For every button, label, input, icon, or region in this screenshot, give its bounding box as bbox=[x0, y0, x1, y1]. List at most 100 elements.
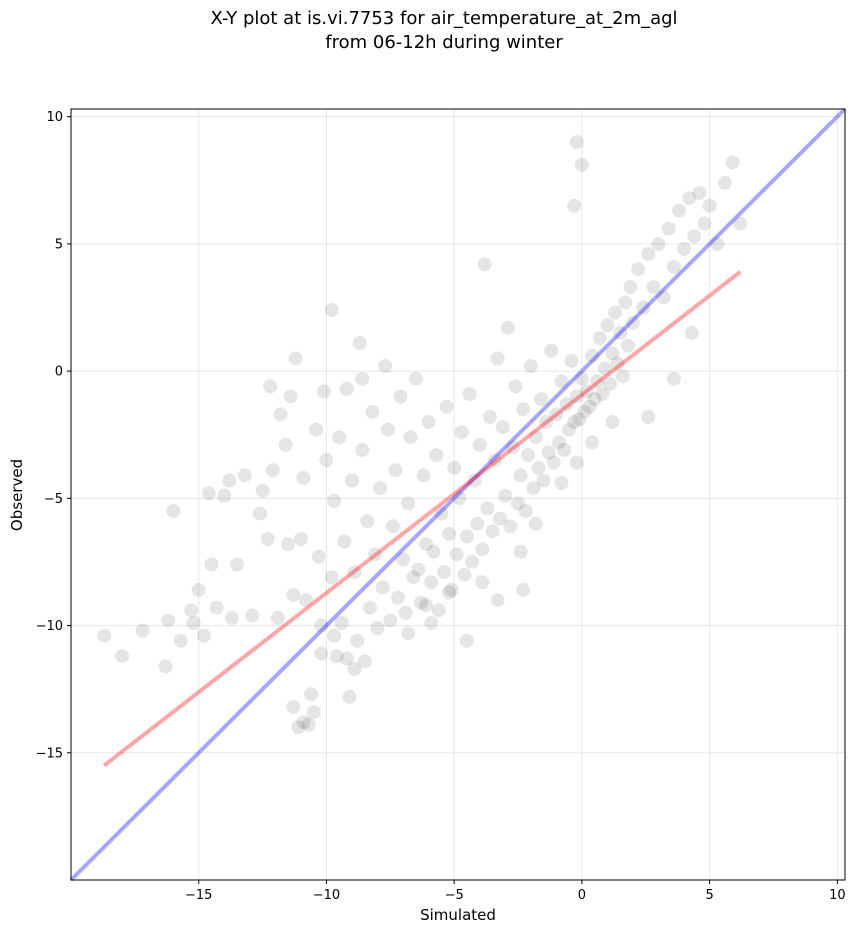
data-point bbox=[666, 371, 681, 386]
data-point bbox=[393, 389, 408, 404]
data-point bbox=[595, 387, 610, 401]
data-point bbox=[357, 654, 372, 669]
data-point bbox=[191, 582, 206, 597]
x-tick-label: 5 bbox=[705, 888, 713, 903]
data-point bbox=[411, 562, 426, 577]
data-point bbox=[406, 570, 421, 585]
data-point bbox=[666, 259, 681, 274]
data-point bbox=[470, 516, 485, 531]
data-point bbox=[559, 397, 574, 412]
data-point bbox=[396, 552, 411, 567]
data-point bbox=[574, 371, 589, 386]
x-tick-label: −5 bbox=[445, 888, 464, 903]
data-point bbox=[362, 600, 377, 615]
data-point bbox=[309, 422, 324, 437]
y-tick-label: −10 bbox=[36, 619, 63, 634]
y-axis-label: Observed bbox=[8, 459, 26, 531]
data-point bbox=[342, 689, 357, 704]
data-point bbox=[419, 598, 434, 613]
data-point bbox=[733, 216, 748, 231]
data-point bbox=[452, 491, 467, 506]
data-point bbox=[477, 257, 492, 272]
data-point bbox=[260, 532, 275, 546]
data-point bbox=[388, 463, 403, 478]
data-point bbox=[687, 229, 702, 244]
data-point bbox=[288, 351, 303, 366]
data-point bbox=[184, 603, 199, 618]
data-point bbox=[332, 430, 347, 445]
data-point bbox=[217, 488, 232, 503]
data-point bbox=[569, 135, 584, 150]
data-point bbox=[480, 501, 495, 516]
data-point bbox=[488, 453, 502, 468]
data-point bbox=[564, 353, 579, 368]
data-point bbox=[304, 687, 319, 702]
data-point bbox=[592, 331, 607, 345]
scatter-points bbox=[97, 135, 748, 735]
data-point bbox=[646, 280, 661, 295]
data-point bbox=[613, 325, 628, 340]
data-point bbox=[677, 242, 692, 256]
data-point bbox=[521, 448, 536, 463]
data-point bbox=[424, 575, 439, 590]
data-point bbox=[623, 280, 638, 295]
data-point bbox=[610, 356, 625, 371]
data-point bbox=[245, 608, 260, 623]
identity-line bbox=[69, 107, 847, 882]
data-point bbox=[434, 506, 449, 521]
data-point bbox=[518, 504, 533, 518]
data-point bbox=[398, 605, 413, 620]
data-point bbox=[224, 610, 239, 625]
data-point bbox=[569, 389, 584, 404]
data-point bbox=[375, 580, 390, 595]
y-tick-label: 0 bbox=[55, 365, 63, 380]
data-point bbox=[230, 557, 244, 572]
data-point bbox=[324, 570, 339, 585]
grid-lines bbox=[71, 109, 845, 880]
data-point bbox=[316, 384, 331, 399]
data-point bbox=[449, 547, 464, 562]
x-tick-label: 10 bbox=[829, 888, 846, 903]
data-point bbox=[299, 593, 313, 608]
data-point bbox=[549, 407, 564, 422]
y-tick-label: 5 bbox=[55, 237, 63, 252]
data-point bbox=[661, 221, 676, 236]
data-point bbox=[173, 633, 188, 648]
data-point bbox=[513, 468, 528, 483]
data-point bbox=[431, 603, 446, 618]
data-point bbox=[567, 198, 582, 213]
data-point bbox=[536, 473, 551, 488]
data-point bbox=[439, 399, 454, 414]
chart-title-line-1: X-Y plot at is.vi.7753 for air_temperatu… bbox=[210, 8, 677, 29]
x-axis-ticks: −15 −10 −5 0 5 10 bbox=[185, 880, 846, 903]
data-point bbox=[511, 496, 525, 511]
data-point bbox=[166, 504, 181, 518]
data-point bbox=[296, 471, 311, 485]
data-point bbox=[365, 404, 380, 419]
y-tick-label: −15 bbox=[36, 746, 63, 761]
data-point bbox=[339, 381, 354, 396]
data-point bbox=[270, 610, 285, 625]
data-point bbox=[554, 374, 569, 389]
data-point bbox=[324, 303, 339, 317]
data-point bbox=[603, 376, 617, 391]
data-point bbox=[475, 575, 490, 590]
data-point bbox=[286, 700, 301, 714]
data-point bbox=[600, 318, 615, 333]
data-point bbox=[615, 369, 630, 384]
data-point bbox=[253, 506, 267, 521]
data-point bbox=[697, 216, 712, 231]
data-point bbox=[641, 247, 656, 261]
data-point bbox=[531, 460, 546, 475]
data-point bbox=[334, 616, 349, 630]
data-point bbox=[370, 621, 385, 636]
data-point bbox=[255, 483, 270, 498]
data-point bbox=[459, 529, 474, 544]
data-point bbox=[651, 236, 666, 251]
data-point bbox=[626, 315, 640, 330]
data-point bbox=[378, 359, 393, 373]
regression-line bbox=[102, 270, 742, 768]
data-point bbox=[534, 392, 548, 407]
data-point bbox=[710, 236, 725, 251]
data-point bbox=[574, 158, 589, 172]
